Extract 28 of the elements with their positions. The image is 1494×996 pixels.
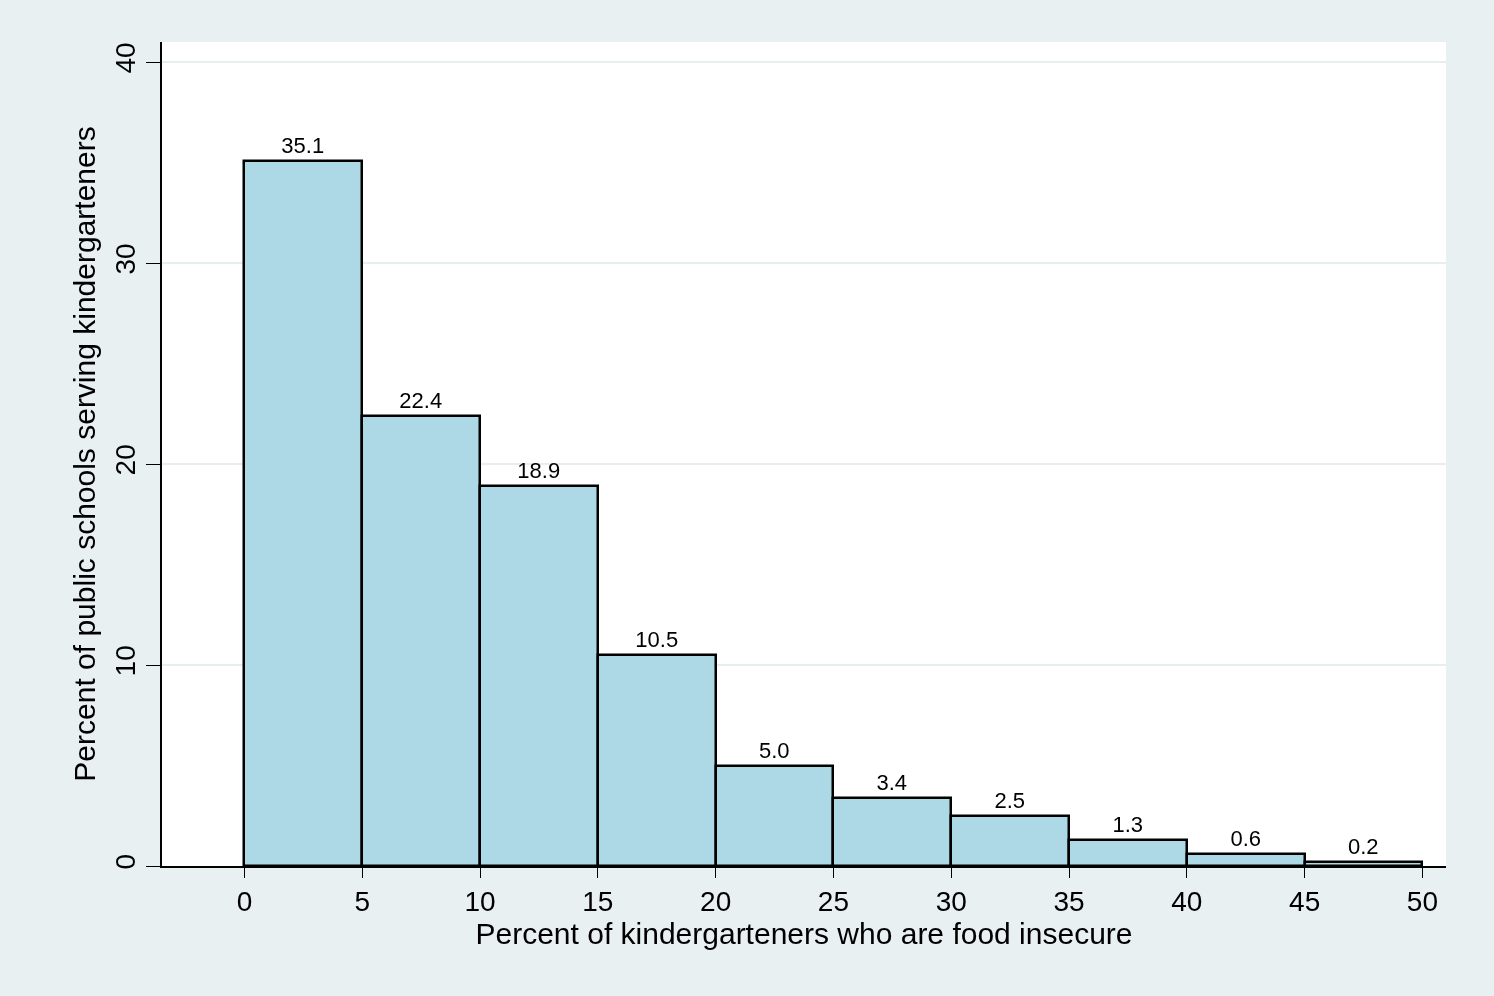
x-tick-label: 15: [582, 886, 614, 918]
data-label: 0.6: [1230, 825, 1262, 851]
y-tick-label: 10: [110, 645, 142, 677]
data-label: 1.3: [1112, 811, 1144, 837]
y-tick-label: 40: [110, 42, 142, 74]
x-tick-label: 30: [935, 886, 967, 918]
data-label: 10.5: [635, 626, 679, 652]
data-label: 2.5: [994, 787, 1026, 813]
data-label: 22.4: [399, 387, 443, 413]
y-tick-label: 30: [110, 243, 142, 275]
y-tick-label: 0: [110, 854, 142, 870]
data-label: 5.0: [758, 737, 790, 763]
x-tick-label: 0: [236, 886, 253, 918]
x-tick-label: 50: [1406, 886, 1439, 918]
x-tick-label: 10: [464, 886, 496, 918]
data-label: 3.4: [876, 769, 908, 795]
x-tick-label: 25: [817, 886, 850, 918]
y-axis-title: Percent of public schools serving kindergarteners: [67, 126, 101, 782]
x-tick-label: 20: [700, 886, 732, 918]
data-label: 18.9: [517, 457, 561, 483]
x-tick-label: 5: [354, 886, 371, 918]
x-tick-label: 40: [1171, 886, 1203, 918]
x-tick-label: 35: [1053, 886, 1085, 918]
data-label: 35.1: [281, 132, 325, 158]
y-tick-label: 20: [110, 444, 142, 476]
x-axis-title: Percent of kindergarteners who are food insecure: [475, 917, 1133, 951]
data-label: 0.2: [1347, 833, 1379, 859]
x-tick-label: 45: [1289, 886, 1321, 918]
